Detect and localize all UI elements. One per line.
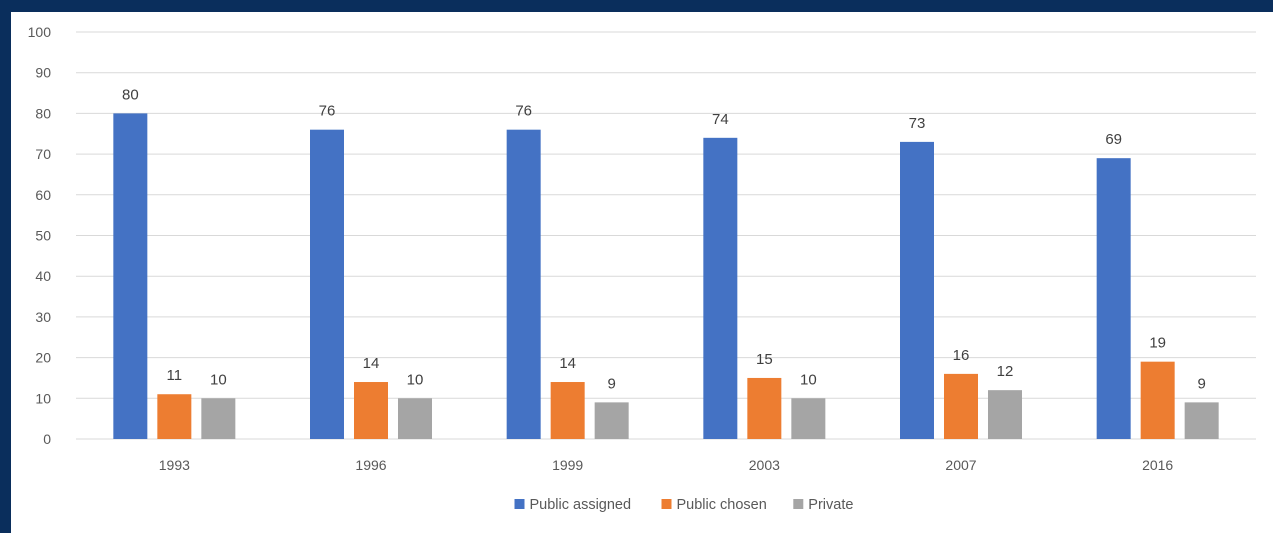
y-tick-label: 20	[35, 350, 51, 366]
data-label: 10	[210, 371, 227, 388]
bar-public-assigned-1996	[310, 129, 344, 439]
y-tick-label: 0	[43, 431, 51, 447]
bar-private-2016	[1184, 402, 1219, 439]
data-label: 74	[712, 111, 729, 128]
x-axis-ticks: 1993 1996 1999 2003 2007 2016	[159, 457, 1174, 473]
data-label: 14	[363, 355, 380, 372]
bar-public-chosen-2016	[1140, 361, 1175, 439]
bar-public-assigned-1999	[506, 129, 541, 439]
x-tick-label: 2016	[1142, 457, 1173, 473]
legend-swatch	[661, 499, 672, 509]
legend: Public assigned Public chosen Private	[514, 497, 853, 513]
bar-private-1996	[398, 398, 432, 439]
data-label: 69	[1105, 131, 1122, 148]
bar-public-assigned-1993	[113, 113, 148, 440]
y-tick-label: 90	[35, 65, 51, 81]
bar-public-assigned-2007	[900, 141, 934, 439]
bar-private-1999	[594, 402, 629, 439]
x-tick-label: 2007	[945, 457, 976, 473]
legend-swatch	[793, 499, 804, 509]
y-tick-label: 40	[35, 268, 51, 284]
bar-public-assigned-2016	[1096, 158, 1131, 440]
y-axis-ticks: 0 10 20 30 40 50 60 70 80 90 100	[28, 24, 52, 447]
bar-public-chosen-1996	[354, 382, 388, 439]
chart-frame	[11, 12, 1273, 533]
legend-label: Private	[808, 497, 853, 513]
legend-swatch	[514, 499, 525, 509]
x-tick-label: 1996	[355, 457, 386, 473]
legend-label: Public assigned	[530, 497, 632, 513]
y-tick-label: 50	[35, 228, 51, 244]
y-tick-label: 30	[35, 309, 51, 325]
y-tick-label: 60	[35, 187, 51, 203]
data-labels: 80 11 10 76 14 10 76 14 9 74 15 10 73 16 12 69 19 9	[122, 86, 1206, 392]
bar-private-2007	[988, 390, 1022, 439]
data-label: 16	[953, 347, 970, 364]
data-label: 80	[122, 86, 139, 103]
data-label: 10	[800, 371, 817, 388]
gridlines	[76, 31, 1256, 440]
legend-label: Public chosen	[677, 497, 767, 513]
data-label: 12	[997, 363, 1014, 380]
bar-public-chosen-2007	[944, 373, 978, 439]
data-label: 14	[559, 355, 576, 372]
x-tick-label: 2003	[749, 457, 780, 473]
bar-public-chosen-1999	[550, 382, 585, 439]
bar-series	[113, 113, 1219, 440]
bar-public-chosen-1993	[157, 394, 192, 439]
data-label: 15	[756, 351, 773, 368]
data-label: 73	[909, 115, 926, 132]
data-label: 9	[607, 375, 615, 392]
y-tick-label: 100	[28, 24, 52, 40]
data-label: 76	[515, 103, 532, 120]
x-tick-label: 1993	[159, 457, 190, 473]
data-label: 76	[319, 103, 336, 120]
bar-public-chosen-2003	[747, 377, 782, 439]
data-label: 19	[1149, 335, 1166, 352]
y-tick-label: 80	[35, 105, 51, 121]
data-label: 9	[1197, 375, 1205, 392]
x-tick-label: 1999	[552, 457, 583, 473]
data-label: 10	[407, 371, 424, 388]
y-tick-label: 10	[35, 390, 51, 406]
bar-private-1993	[201, 398, 236, 439]
data-label: 11	[167, 367, 183, 384]
bar-private-2003	[791, 398, 826, 439]
y-tick-label: 70	[35, 146, 51, 162]
bar-public-assigned-2003	[703, 137, 738, 439]
